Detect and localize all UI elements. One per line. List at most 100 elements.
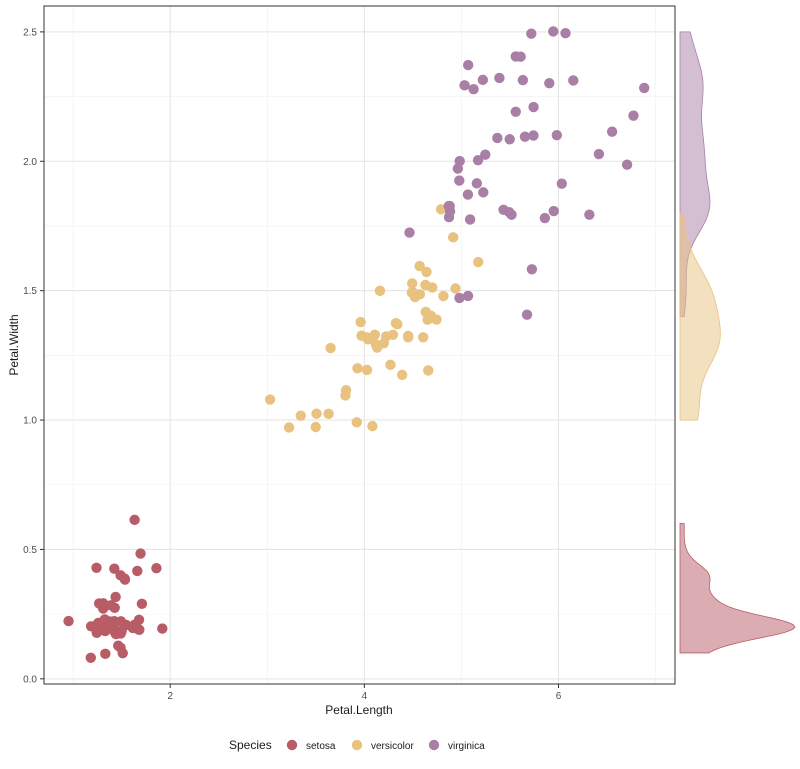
data-point-virginica: [452, 163, 464, 174]
data-point-versicolor: [371, 342, 383, 353]
data-point-virginica: [639, 82, 650, 94]
data-point-virginica: [471, 178, 483, 189]
data-point-virginica: [472, 155, 484, 166]
x-axis-title: Petal.Length: [325, 703, 392, 717]
data-point-virginica: [560, 27, 571, 39]
density-curve-setosa: [679, 523, 796, 654]
data-point-versicolor: [351, 417, 362, 428]
data-point-virginica: [462, 290, 474, 302]
data-point-virginica: [404, 227, 415, 238]
data-point-virginica: [584, 209, 595, 220]
data-point-versicolor: [406, 287, 418, 298]
data-point-versicolor: [264, 394, 276, 405]
data-point-versicolor: [367, 420, 378, 432]
data-point-virginica: [478, 187, 489, 198]
data-point-virginica: [477, 74, 489, 86]
data-point-versicolor: [387, 329, 399, 340]
data-point-setosa: [100, 648, 111, 660]
data-point-virginica: [459, 80, 470, 91]
axis-ticks: 2 4 6 0.0 0.5 1.0 1.5 2.0 2.5: [23, 27, 562, 702]
data-point-virginica: [548, 205, 559, 217]
data-point-versicolor: [355, 316, 366, 328]
legend-key-virginica: [428, 739, 440, 751]
plot-panel-border: [43, 5, 676, 685]
data-point-setosa: [110, 591, 121, 603]
data-point-versicolor: [406, 278, 418, 289]
data-points: [63, 26, 650, 663]
y-tick-label: 1.5: [23, 286, 37, 297]
data-point-virginica: [454, 175, 465, 186]
y-tick-label: 2.0: [23, 157, 37, 168]
data-point-virginica: [494, 72, 505, 84]
data-point-versicolor: [340, 390, 351, 401]
data-point-setosa: [109, 563, 120, 574]
data-point-versicolor: [414, 260, 425, 272]
data-point-virginica: [539, 212, 551, 224]
data-point-setosa: [91, 562, 102, 573]
data-point-virginica: [621, 159, 633, 170]
data-point-virginica: [510, 106, 521, 117]
data-point-versicolor: [311, 408, 322, 419]
data-point-virginica: [517, 74, 529, 86]
legend-label-versicolor: versicolor: [371, 741, 414, 752]
y-tick-label: 1.0: [23, 416, 37, 427]
data-point-versicolor: [423, 365, 434, 376]
data-point-virginica: [526, 264, 538, 275]
data-point-versicolor: [448, 232, 459, 243]
data-point-setosa: [135, 548, 146, 559]
y-tick-label: 0.0: [23, 674, 37, 685]
data-point-setosa: [108, 622, 119, 633]
data-point-setosa: [85, 652, 96, 663]
data-point-versicolor: [396, 369, 408, 381]
legend-title: Species: [229, 738, 272, 752]
data-point-versicolor: [374, 285, 386, 297]
data-point-setosa: [132, 565, 143, 577]
data-point-virginica: [628, 110, 639, 121]
legend-key-setosa: [286, 739, 298, 751]
data-point-versicolor: [369, 329, 381, 341]
data-point-setosa: [92, 623, 103, 634]
data-point-versicolor: [403, 330, 414, 342]
data-point-setosa: [127, 622, 139, 634]
legend-item-setosa: setosa: [286, 739, 336, 752]
data-point-virginica: [556, 178, 568, 189]
density-curve-versicolor: [679, 212, 721, 421]
data-point-setosa: [113, 640, 124, 651]
data-point-versicolor: [323, 408, 334, 420]
data-point-versicolor: [421, 266, 432, 278]
legend-item-virginica: virginica: [428, 739, 485, 752]
data-point-versicolor: [295, 410, 306, 421]
data-point-virginica: [492, 132, 503, 144]
data-point-versicolor: [390, 318, 402, 329]
marginal-density-panel: [679, 31, 796, 654]
data-point-versicolor: [310, 421, 321, 433]
data-point-setosa: [136, 598, 148, 610]
data-point-virginica: [528, 130, 539, 141]
data-point-setosa: [115, 570, 126, 581]
data-point-virginica: [498, 204, 509, 215]
data-point-versicolor: [438, 290, 449, 302]
data-point-virginica: [464, 214, 476, 225]
data-point-versicolor: [361, 364, 373, 376]
data-point-virginica: [606, 126, 618, 137]
data-point-virginica: [468, 83, 479, 95]
data-point-virginica: [515, 51, 526, 62]
y-tick-label: 0.5: [23, 545, 37, 556]
y-tick-label: 2.5: [23, 27, 37, 38]
data-point-virginica: [551, 129, 563, 141]
data-point-virginica: [526, 28, 537, 39]
data-point-versicolor: [283, 422, 295, 433]
data-point-virginica: [548, 26, 559, 37]
x-tick-label: 4: [362, 691, 368, 702]
data-point-setosa: [157, 623, 168, 634]
data-point-versicolor: [418, 332, 429, 343]
data-point-virginica: [593, 148, 605, 160]
data-point-virginica: [444, 206, 456, 217]
data-point-versicolor: [385, 359, 396, 371]
data-point-versicolor: [325, 342, 336, 354]
data-point-virginica: [504, 134, 515, 145]
data-point-setosa: [115, 616, 127, 627]
data-point-virginica: [454, 292, 465, 304]
data-point-virginica: [462, 189, 474, 200]
